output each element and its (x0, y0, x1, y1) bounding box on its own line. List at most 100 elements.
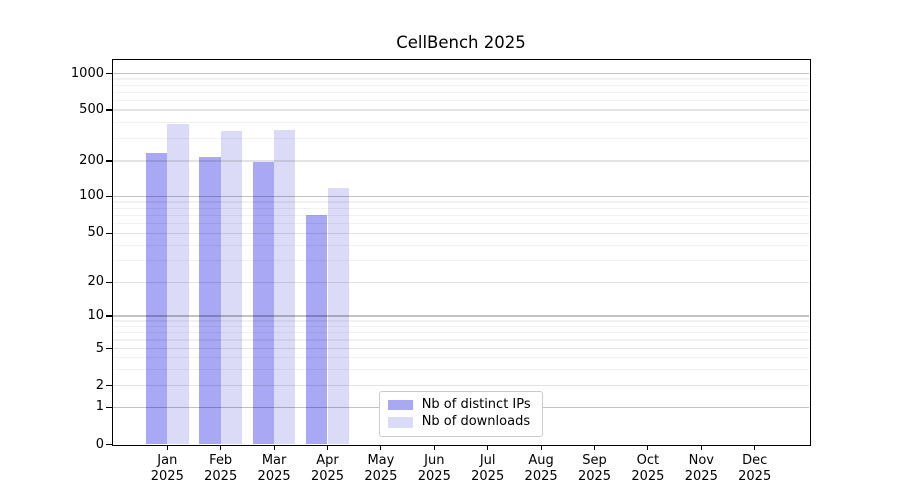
y-tick-label-100: 100 (79, 188, 104, 204)
x-tick-label-mar: Mar 2025 (246, 453, 302, 485)
x-tick-year: 2025 (631, 468, 665, 484)
x-tickmark-mar (273, 445, 275, 451)
legend-swatch-distinct-ips-icon (387, 399, 413, 411)
x-tick-label-feb: Feb 2025 (193, 453, 249, 485)
x-tick-year: 2025 (364, 468, 398, 484)
y-tick-label-500: 500 (79, 102, 104, 117)
x-tick-label-may: May 2025 (353, 453, 409, 485)
x-tick-month: Jul (479, 452, 496, 468)
x-tick-month: Oct (636, 452, 660, 468)
x-tick-year: 2025 (150, 468, 184, 484)
x-tick-month: Jan (157, 452, 178, 468)
x-tickmark-oct (647, 445, 649, 451)
y-tickmark-5 (106, 347, 112, 350)
x-tick-label-dec: Dec 2025 (727, 453, 783, 485)
y-tickmark-2 (106, 384, 112, 387)
gridline-minor-30 (112, 260, 810, 262)
y-tick-label-200: 200 (79, 153, 104, 168)
x-tick-year: 2025 (684, 468, 718, 484)
gridline-minor-700 (112, 91, 810, 93)
x-tick-month: Apr (316, 452, 339, 468)
gridline-20 (112, 281, 810, 283)
gridline-minor-40 (112, 244, 810, 246)
x-tick-label-apr: Apr 2025 (300, 453, 356, 485)
gridline-1000 (112, 72, 810, 75)
y-tickmark-100 (106, 195, 112, 197)
gridline-minor-900 (112, 78, 810, 80)
y-tick-label-20: 20 (87, 274, 104, 290)
bar-distinct-ips-jan (145, 153, 168, 445)
x-tickmark-jan (166, 445, 168, 451)
x-tickmark-aug (540, 445, 542, 451)
x-tick-year: 2025 (417, 468, 451, 484)
y-tick-label-2: 2 (95, 377, 104, 393)
bar-downloads-jan (167, 123, 189, 445)
x-tick-month: Jun (424, 452, 445, 468)
gridline-200 (112, 160, 810, 162)
x-tick-label-jun: Jun 2025 (406, 453, 462, 485)
y-tickmark-50 (106, 232, 112, 234)
x-tickmark-jul (487, 445, 489, 451)
x-tick-year: 2025 (577, 468, 612, 484)
gridline-minor-300 (112, 137, 810, 140)
gridline-minor-90 (112, 201, 810, 203)
y-tickmark-500 (106, 109, 112, 111)
gridline-minor-7 (112, 332, 810, 334)
legend-item-distinct-ips: Nb of distinct IPs (387, 397, 535, 413)
gridline-minor-800 (112, 84, 810, 86)
x-tick-month: Aug (528, 452, 554, 468)
gridline-minor-400 (112, 121, 810, 123)
y-tick-label-0: 0 (95, 436, 104, 452)
x-tick-year: 2025 (471, 468, 505, 484)
y-tickmark-1 (106, 406, 112, 408)
x-tick-label-aug: Aug 2025 (513, 453, 569, 485)
legend-label-distinct-ips: Nb of distinct IPs (421, 397, 531, 413)
x-tickmark-feb (220, 445, 222, 451)
gridline-minor-9 (112, 320, 810, 322)
x-tick-month: May (367, 452, 395, 468)
x-tick-label-nov: Nov 2025 (673, 453, 729, 485)
gridline-minor-3 (112, 368, 810, 370)
x-tick-month: Sep (582, 452, 607, 468)
bar-downloads-apr (327, 187, 349, 445)
gridline-2 (112, 384, 810, 387)
legend-item-downloads: Nb of downloads (387, 414, 535, 430)
gridline-100 (112, 195, 810, 197)
y-tickmark-1000 (106, 72, 112, 75)
x-tick-label-oct: Oct 2025 (620, 453, 676, 485)
gridline-5 (112, 347, 810, 350)
bar-downloads-mar (274, 129, 296, 445)
x-tick-year: 2025 (310, 468, 345, 484)
gridline-minor-70 (112, 214, 810, 216)
x-tick-month: Feb (209, 452, 233, 468)
y-tickmark-10 (106, 315, 112, 317)
x-tickmark-apr (326, 445, 329, 451)
y-tick-label-10: 10 (87, 308, 104, 323)
x-tick-label-jan: Jan 2025 (139, 453, 195, 485)
x-tick-month: Nov (688, 452, 714, 468)
x-tickmark-nov (700, 445, 702, 451)
x-tick-month: Mar (261, 452, 287, 468)
chart-title: CellBench 2025 (396, 33, 526, 52)
gridline-minor-8 (112, 325, 810, 328)
x-tick-year: 2025 (738, 468, 772, 484)
x-tickmark-may (380, 445, 382, 451)
x-tick-year: 2025 (257, 468, 291, 484)
legend-label-downloads: Nb of downloads (421, 414, 531, 430)
gridline-10 (112, 315, 810, 317)
x-tickmark-sep (593, 445, 596, 451)
bar-downloads-feb (220, 130, 243, 445)
gridline-50 (112, 232, 810, 234)
y-tick-label-50: 50 (87, 225, 104, 241)
x-tickmark-dec (754, 445, 756, 451)
x-tick-year: 2025 (204, 468, 238, 484)
y-tick-label-5: 5 (95, 340, 104, 356)
y-tickmark-20 (106, 281, 112, 283)
x-tick-label-jul: Jul 2025 (460, 453, 516, 485)
bar-distinct-ips-mar (252, 162, 275, 445)
legend: Nb of distinct IPs Nb of downloads (378, 390, 544, 437)
y-tickmark-200 (106, 160, 112, 162)
gridline-minor-80 (112, 207, 810, 209)
gridline-minor-4 (112, 356, 810, 359)
x-tickmark-jun (433, 445, 435, 451)
